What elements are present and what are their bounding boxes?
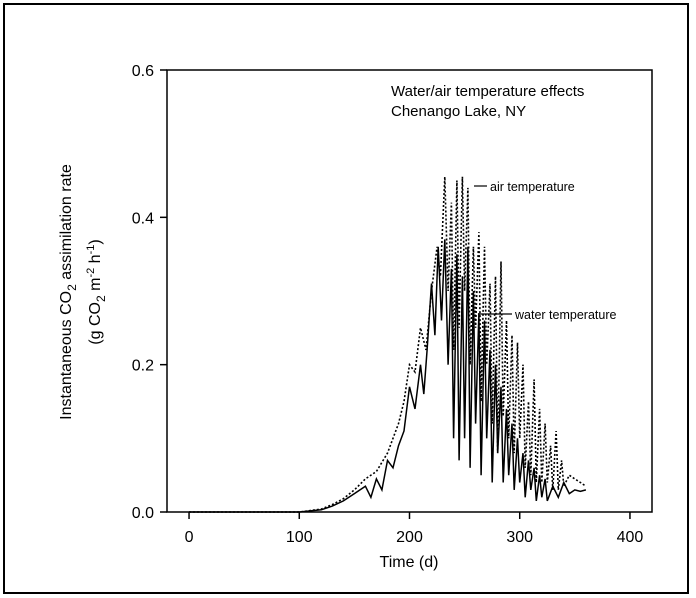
annotations: air temperature water temperature bbox=[474, 180, 616, 322]
annotation-label: air temperature bbox=[490, 180, 575, 194]
y-tick-label: 0.0 bbox=[132, 505, 154, 522]
x-tick-label: 300 bbox=[506, 529, 533, 546]
x-tick-label: 200 bbox=[396, 529, 423, 546]
chart-title-line-1: Water/air temperature effects bbox=[391, 83, 584, 100]
y-axis-label-line-2: (g CO2 m-2 h-1) bbox=[85, 239, 108, 344]
y-tick-label: 0.2 bbox=[132, 358, 154, 375]
y-axis-label-line-1: Instantaneous CO2 assimilation rate bbox=[58, 164, 79, 420]
y-tick-label: 0.6 bbox=[132, 63, 154, 80]
x-tick-label: 0 bbox=[185, 529, 194, 546]
x-tick-label: 400 bbox=[617, 529, 644, 546]
annotation-label: water temperature bbox=[514, 308, 616, 322]
series-group bbox=[189, 176, 587, 513]
y-tick-label: 0.4 bbox=[132, 210, 154, 227]
plot-area bbox=[166, 69, 653, 513]
chart-frame bbox=[3, 3, 689, 594]
axis-ticks: 0 100 200 300 400 0.0 0.2 0.4 0.6 bbox=[132, 63, 644, 546]
chart-title-line-2: Chenango Lake, NY bbox=[391, 103, 526, 120]
x-tick-label: 100 bbox=[286, 529, 313, 546]
x-axis-label: Time (d) bbox=[380, 554, 439, 571]
series-line-solid bbox=[189, 239, 587, 513]
series-line-dotted bbox=[189, 176, 587, 513]
